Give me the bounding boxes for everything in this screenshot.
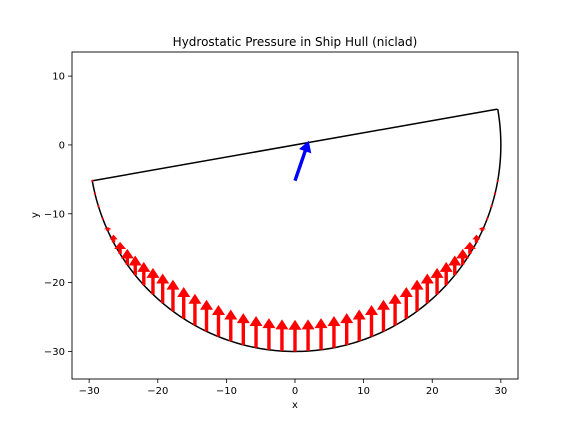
x-tick-label: 0 bbox=[292, 386, 298, 397]
pressure-arrow bbox=[102, 218, 104, 220]
y-tick-label: −30 bbox=[44, 347, 65, 358]
pressure-arrow bbox=[97, 205, 99, 207]
y-tick-label: 0 bbox=[59, 140, 65, 151]
x-tick-label: 10 bbox=[357, 386, 370, 397]
x-axis-label: x bbox=[292, 400, 298, 411]
pressure-arrow bbox=[91, 180, 93, 182]
x-tick-label: 30 bbox=[494, 386, 507, 397]
y-tick-label: −20 bbox=[44, 278, 65, 289]
y-axis-label: y bbox=[30, 212, 41, 218]
pressure-arrow bbox=[494, 193, 496, 195]
x-tick-label: −10 bbox=[216, 386, 237, 397]
pressure-arrow bbox=[490, 205, 492, 207]
pressure-arrow bbox=[497, 180, 499, 182]
x-tick-label: −20 bbox=[147, 386, 168, 397]
x-tick-label: −30 bbox=[79, 386, 100, 397]
x-tick-label: 20 bbox=[426, 386, 439, 397]
pressure-arrow bbox=[94, 193, 96, 195]
y-tick-label: 10 bbox=[52, 72, 65, 83]
y-tick-label: −10 bbox=[44, 209, 65, 220]
pressure-arrow bbox=[486, 218, 488, 220]
chart-title: Hydrostatic Pressure in Ship Hull (nicla… bbox=[173, 35, 418, 49]
